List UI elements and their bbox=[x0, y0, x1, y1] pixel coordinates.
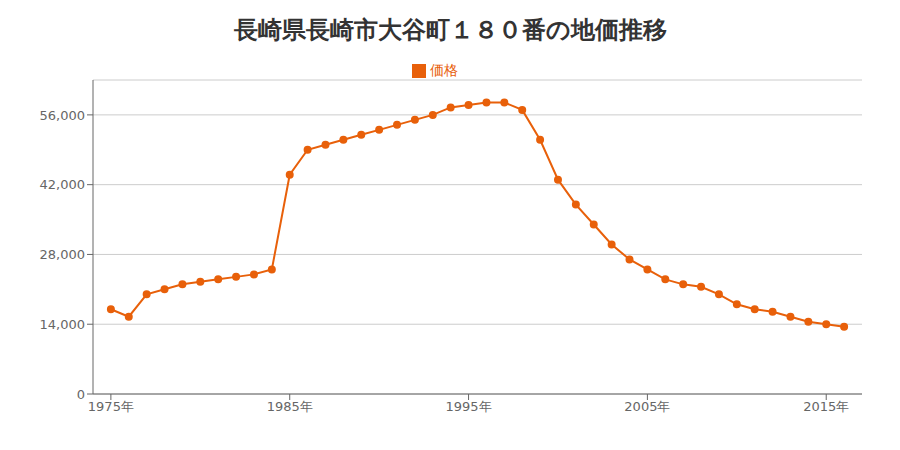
svg-text:1985年: 1985年 bbox=[267, 399, 313, 414]
svg-text:1995年: 1995年 bbox=[446, 399, 492, 414]
svg-text:42,000: 42,000 bbox=[40, 177, 86, 192]
svg-text:2015年: 2015年 bbox=[803, 399, 849, 414]
svg-text:0: 0 bbox=[77, 387, 85, 402]
svg-text:14,000: 14,000 bbox=[40, 317, 86, 332]
svg-text:2005年: 2005年 bbox=[624, 399, 670, 414]
svg-text:28,000: 28,000 bbox=[40, 247, 86, 262]
html-text:長崎県長崎市大谷町１８０番の地価推移: 長崎県長崎市大谷町１８０番の地価推移 bbox=[233, 16, 667, 44]
svg-text:56,000: 56,000 bbox=[40, 108, 86, 123]
html-text:価格: 価格 bbox=[430, 62, 458, 78]
svg-text:1975年: 1975年 bbox=[88, 399, 134, 414]
